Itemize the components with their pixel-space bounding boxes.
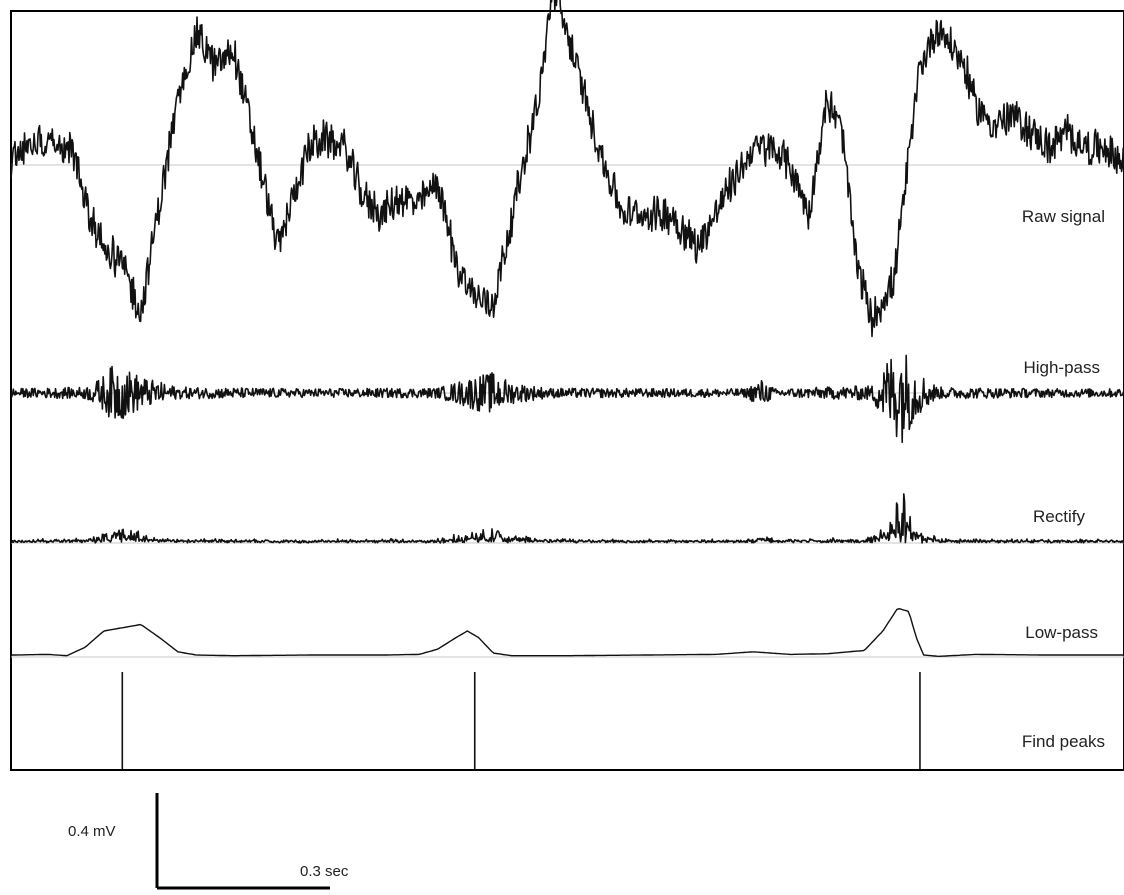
low-pass-trace bbox=[11, 608, 1124, 657]
rectify-trace bbox=[10, 493, 1124, 544]
label-find-peaks: Find peaks bbox=[1022, 732, 1105, 751]
scale-bar-voltage-label: 0.4 mV bbox=[68, 823, 116, 840]
label-raw-signal: Raw signal bbox=[1022, 207, 1105, 226]
high-pass-trace bbox=[10, 354, 1124, 443]
scale-bar-time-label: 0.3 sec bbox=[300, 863, 349, 880]
label-high-pass: High-pass bbox=[1023, 358, 1100, 377]
label-low-pass: Low-pass bbox=[1025, 623, 1098, 642]
raw-signal-trace bbox=[10, 0, 1124, 338]
trace-labels: Raw signal High-pass Rectify Low-pass Fi… bbox=[1022, 207, 1105, 751]
label-rectify: Rectify bbox=[1033, 507, 1085, 526]
scale-bar: 0.4 mV 0.3 sec bbox=[68, 793, 349, 890]
traces-layer bbox=[10, 0, 1124, 770]
plot-frame bbox=[10, 10, 1124, 771]
